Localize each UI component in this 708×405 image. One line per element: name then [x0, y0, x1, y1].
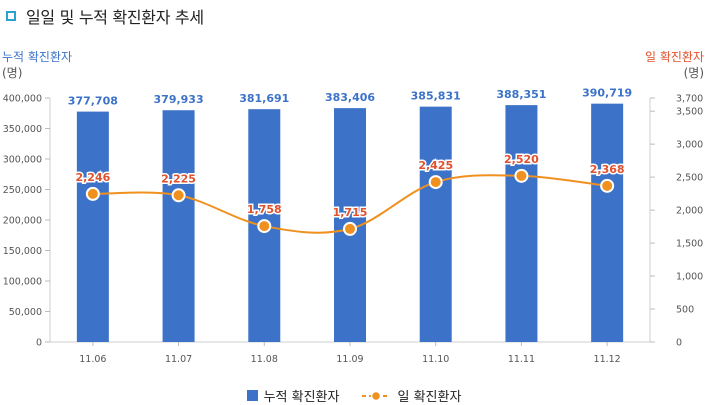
legend-item-cumulative[interactable]: 누적 확진환자	[246, 386, 340, 405]
line-data-label: 1,715	[333, 206, 368, 219]
left-tick-label: 250,000	[3, 185, 42, 196]
bar-data-label: 385,831	[411, 90, 461, 103]
legend-item-daily[interactable]: 일 확진환자	[361, 386, 461, 405]
bar	[162, 110, 195, 342]
right-tick-label: 3,500	[676, 107, 703, 118]
bar-data-label: 388,351	[496, 88, 546, 101]
line-data-label: 2,368	[590, 163, 625, 176]
bar-data-label: 390,719	[582, 87, 632, 100]
combo-chart: 0 50,000 100,000 150,000 200,000 250,000 300,0…	[3, 87, 704, 365]
left-tick-label: 200,000	[3, 216, 42, 227]
bar	[76, 111, 109, 343]
x-tick-label: 11.10	[422, 354, 449, 365]
bar	[419, 106, 452, 342]
left-axis-title: 누적 확진환자	[2, 50, 73, 64]
left-tick-label: 150,000	[3, 246, 42, 257]
line-point	[171, 188, 186, 203]
left-tick-label: 0	[36, 338, 42, 349]
line-data-label: 2,520	[504, 153, 539, 166]
legend-label-daily: 일 확진환자	[397, 390, 462, 405]
line-point	[85, 186, 100, 201]
right-tick-label: 500	[676, 305, 694, 316]
right-axis-unit: (명)	[683, 66, 704, 80]
right-tick-label: 3,700	[676, 94, 703, 105]
legend-bar-swatch	[246, 390, 258, 401]
line-point	[514, 168, 529, 183]
line-data-label: 2,425	[418, 159, 453, 172]
right-tick-label: 2,000	[676, 206, 703, 217]
chart-title: 일일 및 누적 확진환자 추세	[26, 8, 204, 27]
x-tick-label: 11.06	[79, 354, 106, 365]
line-point	[343, 221, 357, 236]
left-tick-label: 100,000	[3, 277, 42, 288]
legend: 누적 확진환자 일 확진환자	[0, 386, 708, 405]
left-tick-label: 300,000	[3, 155, 42, 166]
right-tick-label: 1,500	[676, 239, 703, 250]
bar-data-label: 383,406	[325, 91, 375, 104]
bar-data-label: 381,691	[239, 92, 289, 105]
right-tick-label: 0	[676, 338, 682, 349]
x-tick-label: 11.08	[251, 354, 278, 365]
legend-label-cumulative: 누적 확진환자	[263, 390, 340, 405]
left-tick-label: 50,000	[9, 307, 42, 318]
right-axis-title: 일 확진환자	[644, 50, 704, 64]
line-data-label: 1,758	[247, 203, 282, 216]
bar-data-label: 377,708	[68, 95, 118, 108]
x-tick-label: 11.11	[508, 354, 535, 365]
legend-line-swatch	[362, 390, 391, 401]
line-point	[257, 219, 272, 234]
bar	[591, 103, 624, 342]
line-data-label: 2,225	[161, 172, 196, 185]
line-point	[428, 175, 443, 190]
line-point	[600, 178, 615, 193]
left-axis-unit: (명)	[2, 66, 23, 80]
bar	[505, 105, 538, 342]
x-tick-label: 11.09	[336, 354, 363, 365]
bar-data-label: 379,933	[154, 93, 204, 106]
left-tick-label: 350,000	[3, 124, 42, 135]
x-tick-label: 11.12	[594, 354, 621, 365]
right-tick-label: 1,000	[676, 272, 703, 283]
left-tick-label: 400,000	[3, 94, 42, 105]
title-bar: 일일 및 누적 확진환자 추세	[6, 4, 204, 28]
x-tick-label: 11.07	[165, 354, 192, 365]
square-bullet-icon	[6, 11, 16, 21]
right-tick-label: 3,000	[676, 140, 703, 151]
right-tick-label: 2,500	[676, 173, 703, 184]
line-data-label: 2,246	[75, 171, 110, 184]
